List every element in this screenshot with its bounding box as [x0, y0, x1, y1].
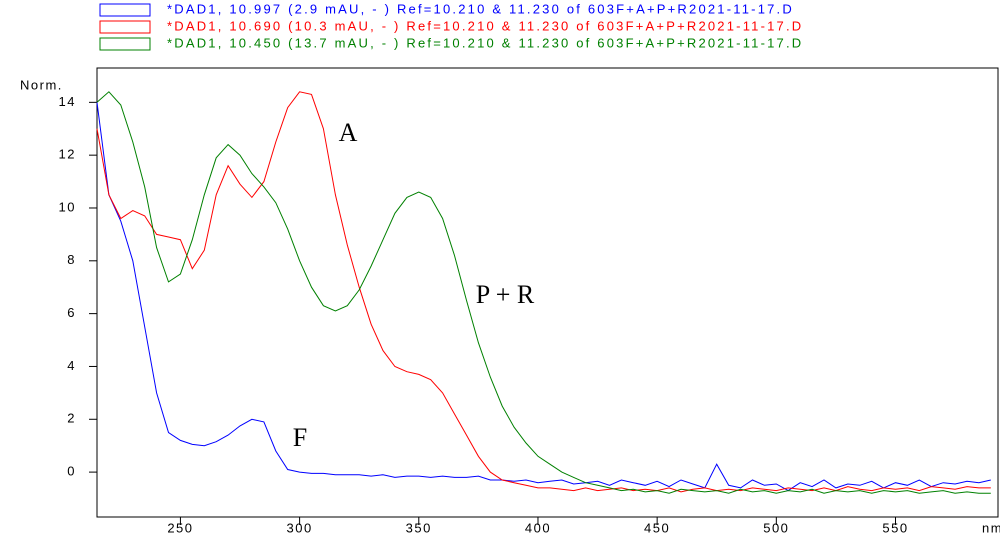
y-tick-label: 8	[67, 252, 76, 267]
annotation: P + R	[476, 280, 535, 309]
y-tick-label: 6	[67, 305, 76, 320]
x-tick-label: 550	[882, 520, 908, 535]
legend-label: *DAD1, 10.690 (10.3 mAU, - ) Ref=10.210 …	[167, 18, 803, 33]
annotation: F	[293, 423, 307, 452]
legend-swatch	[99, 37, 151, 51]
y-tick-label: 10	[59, 199, 76, 214]
x-tick-label: 300	[287, 520, 313, 535]
y-tick-label: 4	[67, 358, 76, 373]
y-tick-label: 2	[67, 411, 76, 426]
legend-swatch	[99, 20, 151, 34]
annotation: A	[339, 118, 358, 147]
y-tick-label: 14	[59, 94, 76, 109]
legend-label: *DAD1, 10.997 (2.9 mAU, - ) Ref=10.210 &…	[167, 1, 794, 16]
x-tick-label: 400	[525, 520, 551, 535]
plot-frame	[96, 67, 999, 518]
x-axis-label: nm	[982, 520, 1000, 535]
x-tick-label: 450	[644, 520, 670, 535]
x-tick-label: 250	[167, 520, 193, 535]
spectrum-line	[96, 91, 991, 494]
x-tick-label: 350	[406, 520, 432, 535]
y-tick-label: 12	[59, 147, 76, 162]
spectrum-line	[96, 102, 991, 492]
x-tick-label: 500	[763, 520, 789, 535]
spectrum-line	[96, 91, 991, 493]
legend-swatch	[99, 3, 151, 17]
legend-label: *DAD1, 10.450 (13.7 mAU, - ) Ref=10.210 …	[167, 35, 803, 50]
y-tick-label: 0	[67, 464, 76, 479]
y-axis-label: Norm.	[20, 77, 63, 92]
